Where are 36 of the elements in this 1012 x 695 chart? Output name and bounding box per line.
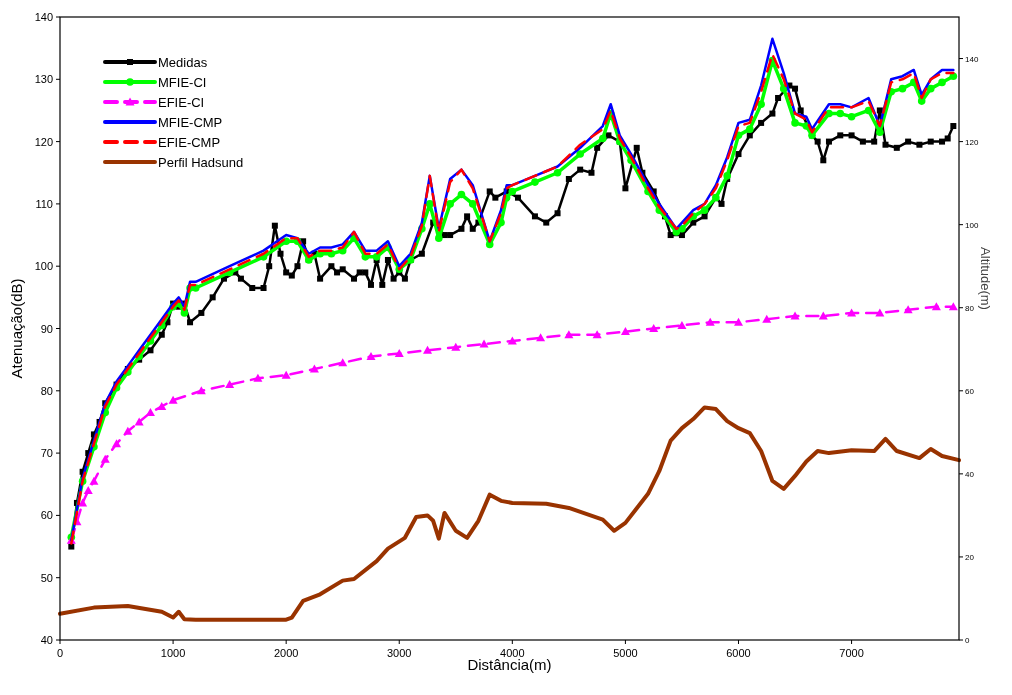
y2-tick-label: 20 xyxy=(965,552,975,562)
y-tick-label: 120 xyxy=(34,135,53,148)
x-tick-label: 6000 xyxy=(726,647,751,659)
y-tick-label: 130 xyxy=(34,73,53,86)
y-tick-label: 40 xyxy=(40,634,53,646)
y-tick-label: 80 xyxy=(40,384,53,397)
x-tick-label: 5000 xyxy=(613,647,638,659)
legend-label: EFIE-CI xyxy=(158,95,205,110)
x-tick-label: 0 xyxy=(56,647,64,659)
y-axis-title: Atenuação(dB) xyxy=(8,278,25,379)
y2-tick-label: 60 xyxy=(965,386,975,396)
x-tick-label: 2000 xyxy=(273,647,299,659)
legend-label: EFIE-CMP xyxy=(158,135,221,150)
legend-label: MFIE-CMP xyxy=(158,115,223,130)
y2-tick-label: 140 xyxy=(965,54,979,64)
y-tick-label: 140 xyxy=(34,11,53,23)
y-tick-label: 90 xyxy=(40,322,53,335)
x-tick-label: 3000 xyxy=(387,647,412,659)
y-tick-label: 50 xyxy=(40,571,53,584)
y2-tick-label: 100 xyxy=(965,220,979,230)
y-tick-label: 60 xyxy=(40,509,53,522)
y-tick-label: 70 xyxy=(40,447,53,460)
y2-tick-label: 0 xyxy=(965,636,970,645)
x-tick-label: 1000 xyxy=(160,647,186,659)
x-tick-label: 4000 xyxy=(500,647,525,659)
y-tick-label: 100 xyxy=(34,260,53,273)
y2-tick-label: 80 xyxy=(965,303,975,313)
y2-tick-label: 120 xyxy=(965,137,979,147)
y2-axis-title: Altitude(m) xyxy=(978,247,993,310)
legend-label: Perfil Hadsund xyxy=(158,155,244,170)
legend-label: MFIE-CI xyxy=(158,75,207,90)
x-tick-label: 7000 xyxy=(839,647,864,659)
y-tick-label: 110 xyxy=(35,197,53,210)
y2-tick-label: 40 xyxy=(965,469,975,479)
legend-label: Medidas xyxy=(158,55,208,70)
x-axis-title: Distância(m) xyxy=(467,656,552,673)
